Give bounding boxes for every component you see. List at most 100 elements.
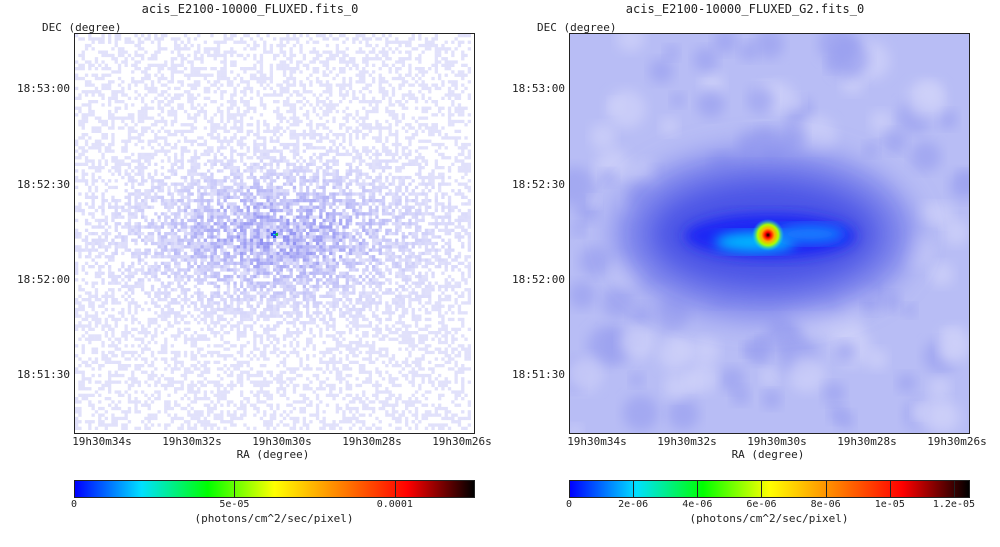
- heatmap-pixel: [117, 215, 122, 219]
- heatmap-pixel: [183, 149, 188, 153]
- heatmap-pixel: [315, 281, 320, 285]
- heatmap-pixel: [170, 109, 174, 114]
- heatmap-pixel: [292, 136, 297, 140]
- heatmap-pixel: [388, 202, 392, 206]
- left-image-plot[interactable]: [74, 33, 475, 434]
- heatmap-pixel: [180, 225, 184, 229]
- heatmap-pixel: [98, 265, 102, 269]
- heatmap-pixel: [134, 268, 138, 272]
- heatmap-pixel: [246, 43, 250, 48]
- heatmap-pixel: [190, 235, 194, 239]
- heatmap-pixel: [170, 146, 174, 150]
- heatmap-pixel: [98, 175, 102, 180]
- heatmap-pixel: [124, 40, 128, 44]
- heatmap-pixel: [315, 50, 320, 54]
- heatmap-pixel: [355, 208, 359, 213]
- heatmap-pixel: [210, 232, 214, 236]
- heatmap-pixel: [180, 156, 184, 160]
- heatmap-pixel: [160, 255, 165, 259]
- heatmap-pixel: [322, 281, 326, 285]
- heatmap-pixel: [289, 172, 293, 176]
- heatmap-pixel: [444, 222, 448, 226]
- heatmap-pixel: [385, 258, 389, 262]
- heatmap-pixel: [111, 258, 115, 262]
- heatmap-pixel: [223, 126, 227, 130]
- heatmap-pixel: [434, 241, 438, 246]
- heatmap-pixel: [421, 179, 425, 183]
- heatmap-pixel: [461, 159, 465, 163]
- heatmap-pixel: [365, 245, 369, 249]
- heatmap-pixel: [418, 116, 422, 120]
- heatmap-pixel: [256, 90, 260, 94]
- heatmap-pixel: [190, 129, 194, 133]
- heatmap-pixel: [141, 96, 145, 100]
- heatmap-pixel: [98, 159, 102, 163]
- heatmap-pixel: [282, 86, 287, 91]
- heatmap-pixel: [141, 40, 145, 44]
- heatmap-pixel: [170, 123, 174, 127]
- heatmap-pixel: [408, 43, 412, 48]
- heatmap-pixel: [408, 136, 412, 140]
- heatmap-pixel: [246, 281, 250, 285]
- heatmap-pixel: [230, 50, 234, 54]
- heatmap-pixel: [428, 96, 432, 100]
- heatmap-pixel: [315, 228, 320, 232]
- heatmap-pixel: [365, 123, 369, 127]
- heatmap-pixel: [108, 100, 112, 104]
- heatmap-pixel: [78, 162, 82, 166]
- heatmap-pixel: [154, 169, 158, 173]
- heatmap-pixel: [282, 169, 287, 173]
- heatmap-pixel: [84, 192, 89, 196]
- heatmap-pixel: [230, 205, 234, 209]
- heatmap-pixel: [170, 271, 174, 275]
- heatmap-pixel: [190, 156, 194, 160]
- heatmap-pixel: [438, 73, 442, 77]
- heatmap-pixel: [147, 126, 151, 130]
- heatmap-pixel: [421, 251, 425, 256]
- heatmap-pixel: [131, 274, 135, 279]
- heatmap-pixel: [309, 175, 313, 180]
- heatmap-pixel: [210, 83, 214, 87]
- heatmap-pixel: [111, 47, 115, 51]
- heatmap-pixel: [193, 86, 198, 91]
- heatmap-pixel: [365, 199, 369, 203]
- heatmap-pixel: [91, 129, 95, 133]
- heatmap-pixel: [286, 146, 290, 150]
- heatmap-pixel: [408, 255, 412, 259]
- heatmap-pixel: [273, 258, 277, 262]
- heatmap-pixel: [197, 215, 201, 219]
- heatmap-pixel: [147, 238, 151, 242]
- heatmap-pixel: [263, 192, 267, 196]
- heatmap-pixel: [263, 172, 267, 176]
- heatmap-pixel: [467, 67, 471, 71]
- heatmap-pixel: [114, 166, 118, 170]
- heatmap-pixel: [167, 185, 171, 190]
- heatmap-pixel: [447, 238, 452, 242]
- heatmap-pixel: [101, 208, 105, 213]
- heatmap-pixel: [276, 149, 280, 153]
- heatmap-pixel: [325, 50, 330, 54]
- heatmap-pixel: [408, 232, 412, 236]
- heatmap-pixel: [230, 34, 234, 38]
- heatmap-pixel: [381, 80, 386, 84]
- heatmap-pixel: [282, 235, 287, 239]
- heatmap-pixel: [391, 251, 396, 256]
- heatmap-pixel: [157, 103, 161, 107]
- heatmap-pixel: [286, 222, 290, 226]
- left-heatmap-canvas[interactable]: [75, 34, 474, 433]
- heatmap-pixel: [269, 228, 273, 232]
- heatmap-pixel: [78, 37, 82, 41]
- heatmap-pixel: [381, 169, 386, 173]
- heatmap-pixel: [292, 162, 297, 166]
- heatmap-pixel: [279, 40, 283, 44]
- heatmap-pixel: [213, 129, 217, 133]
- heatmap-pixel: [289, 284, 293, 289]
- heatmap-pixel: [358, 225, 363, 229]
- heatmap-pixel: [81, 149, 85, 153]
- heatmap-pixel: [233, 202, 237, 206]
- heatmap-pixel: [259, 76, 264, 81]
- heatmap-pixel: [345, 245, 349, 249]
- heatmap-pixel: [157, 195, 161, 199]
- heatmap-pixel: [124, 103, 128, 107]
- heatmap-pixel: [322, 152, 326, 157]
